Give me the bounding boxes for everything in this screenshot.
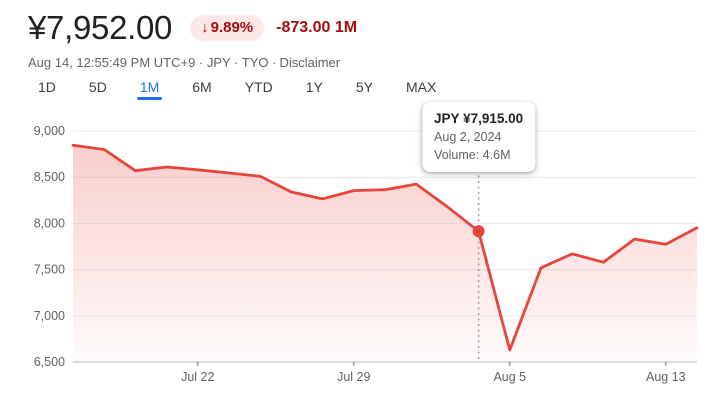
current-price: ¥7,952.00 bbox=[28, 9, 173, 46]
tab-1d[interactable]: 1D bbox=[38, 79, 56, 95]
chart-tooltip: JPY ¥7,915.00 Aug 2, 2024 Volume: 4.6M bbox=[422, 102, 536, 172]
y-axis-label: 7,500 bbox=[34, 263, 65, 277]
down-arrow-icon: ↓ bbox=[201, 19, 209, 36]
tab-5y[interactable]: 5Y bbox=[355, 79, 373, 95]
change-percent: 9.89% bbox=[210, 19, 254, 36]
quote-timestamp: Aug 14, 12:55:49 PM UTC+9 · JPY · TYO · bbox=[28, 55, 277, 70]
y-axis-label: 8,000 bbox=[34, 216, 65, 230]
tab-ytd[interactable]: YTD bbox=[244, 79, 273, 95]
x-axis-label: Aug 5 bbox=[493, 370, 526, 384]
tooltip-volume: Volume: 4.6M bbox=[434, 148, 511, 162]
range-tabs: 1D 5D 1M 6M YTD 1Y 5Y MAX bbox=[38, 80, 436, 100]
chart-area bbox=[73, 145, 697, 362]
y-axis-label: 8,500 bbox=[34, 170, 65, 184]
tooltip-price: JPY ¥7,915.00 bbox=[434, 111, 524, 126]
tab-max[interactable]: MAX bbox=[405, 79, 437, 95]
price-header: ¥7,952.00 ↓ 9.89% -873.00 1M bbox=[28, 8, 357, 48]
quote-meta: Aug 14, 12:55:49 PM UTC+9 · JPY · TYO · D… bbox=[28, 55, 340, 70]
y-axis-label: 9,000 bbox=[34, 124, 65, 138]
disclaimer-link[interactable]: Disclaimer bbox=[279, 55, 341, 70]
x-axis-label: Jul 22 bbox=[181, 370, 214, 384]
marker-dot[interactable] bbox=[472, 225, 485, 238]
tab-5d[interactable]: 5D bbox=[88, 79, 107, 95]
chart-line bbox=[71, 143, 699, 352]
change-absolute: -873.00 1M bbox=[276, 19, 358, 36]
x-axis-label: Jul 29 bbox=[337, 370, 370, 384]
change-percent-badge: ↓ 9.89% bbox=[190, 15, 265, 41]
tab-6m[interactable]: 6M bbox=[192, 79, 212, 95]
tooltip-date: Aug 2, 2024 bbox=[434, 130, 502, 144]
y-axis-label: 7,000 bbox=[34, 309, 65, 323]
tab-1y[interactable]: 1Y bbox=[305, 79, 323, 95]
tab-1m[interactable]: 1M bbox=[136, 80, 163, 100]
x-axis-label: Aug 13 bbox=[646, 370, 686, 384]
y-axis-label: 6,500 bbox=[34, 355, 65, 369]
